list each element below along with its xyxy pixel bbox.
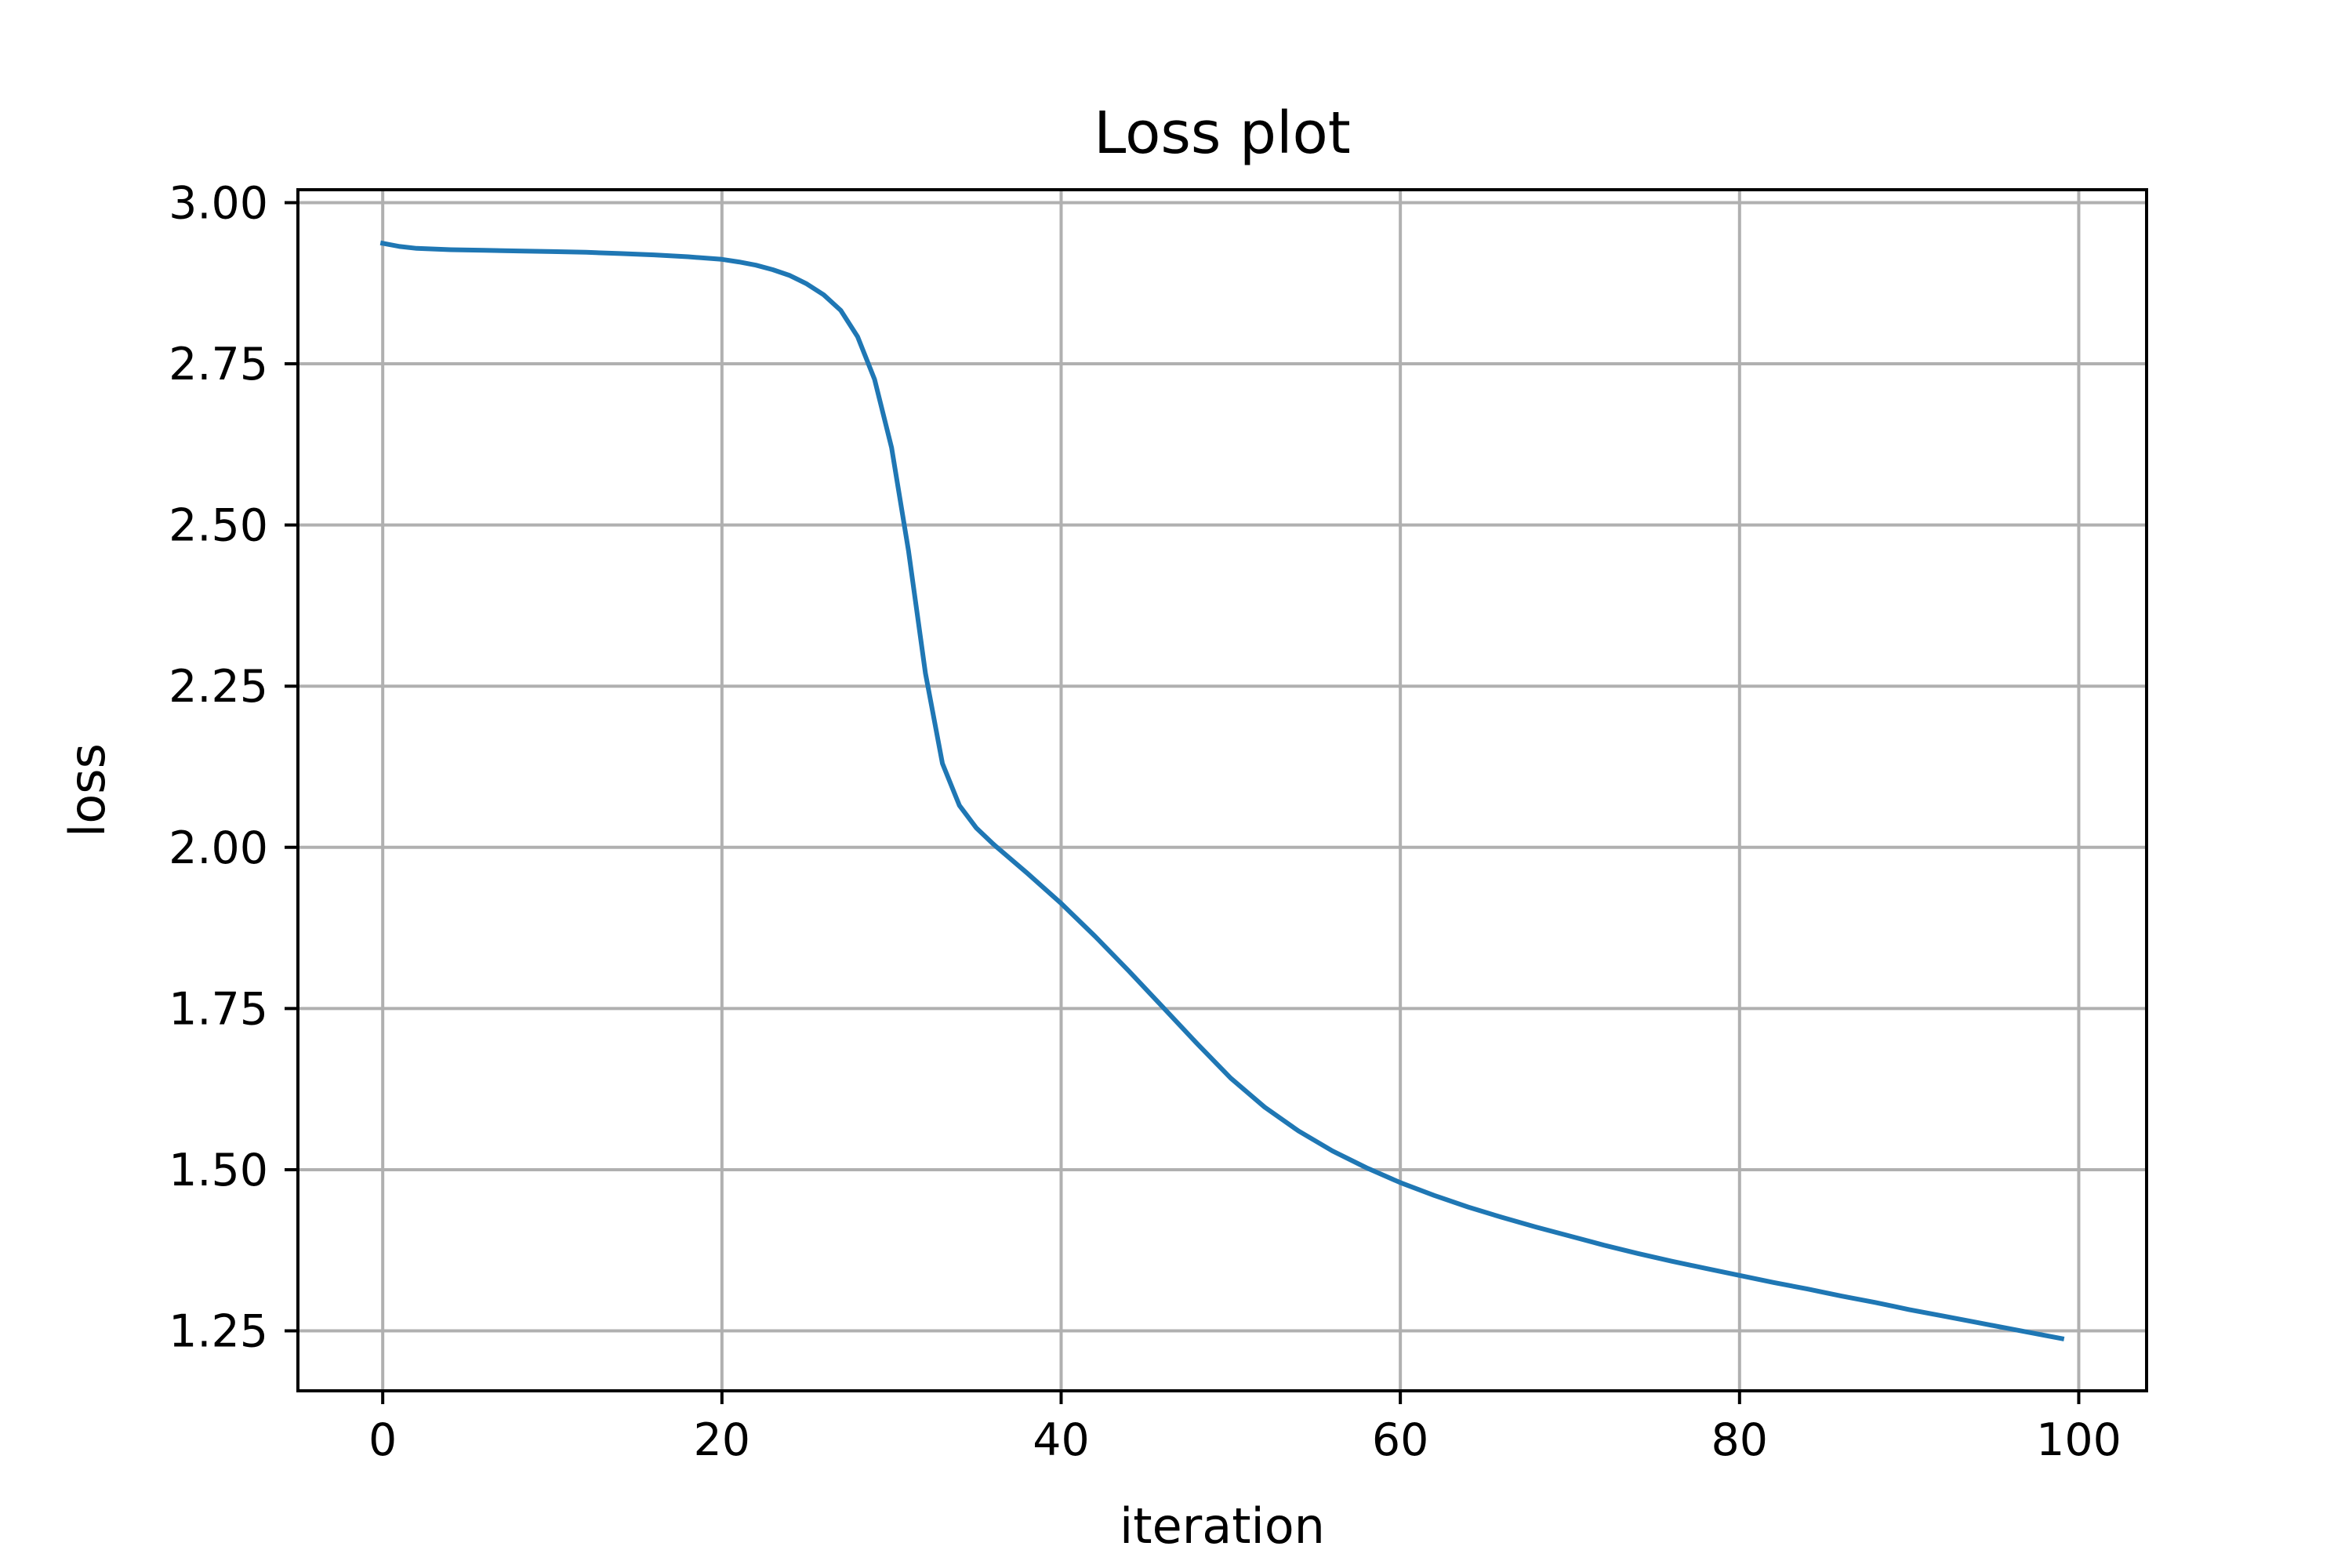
y-tick-label: 3.00	[169, 177, 268, 229]
chart-title: Loss plot	[1094, 100, 1351, 167]
y-tick-label: 2.75	[169, 339, 268, 390]
y-tick-label: 1.25	[169, 1306, 268, 1358]
x-tick-label: 80	[1711, 1414, 1769, 1466]
x-tick-label: 100	[2036, 1414, 2122, 1466]
series-layer	[379, 240, 2065, 1341]
y-tick-label: 1.75	[169, 983, 268, 1035]
x-tick-label: 0	[368, 1414, 397, 1466]
series-line	[379, 240, 2065, 1341]
ticks: 0 20 40 60 80 100 1.25 1.50 1.75 2.00 2.25 2.50 2.75…	[169, 177, 2122, 1466]
y-axis-label: loss	[59, 743, 116, 837]
y-tick-label: 1.50	[169, 1145, 268, 1196]
x-tick-label: 40	[1033, 1414, 1090, 1466]
x-axis-label: iteration	[1120, 1497, 1325, 1555]
axes-frame	[296, 188, 2148, 1392]
y-tick-label: 2.00	[169, 822, 268, 874]
x-tick-label: 20	[694, 1414, 751, 1466]
x-tick-label: 60	[1372, 1414, 1429, 1466]
y-tick-label: 2.50	[169, 500, 268, 552]
y-tick-label: 2.25	[169, 661, 268, 713]
grid	[298, 190, 2147, 1391]
